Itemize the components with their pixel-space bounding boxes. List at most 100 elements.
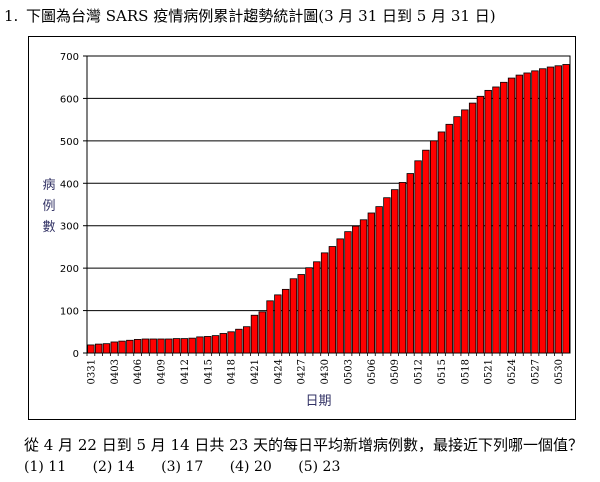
bar-0428: [305, 267, 313, 354]
bar-0506: [367, 212, 376, 354]
option-2[interactable]: (2) 14: [92, 459, 135, 475]
y-tick-label-400: 400: [60, 179, 79, 190]
chart-frame: 0 100 200 300 400 500 600 700 0331 0403 0406 0409 0…: [28, 36, 576, 420]
x-tick-label-0521: 0521: [484, 359, 495, 384]
x-tick-label-0412: 0412: [180, 359, 191, 384]
bar-0417: [219, 333, 228, 354]
bar-0518: [461, 109, 469, 354]
bar-0530: [554, 65, 563, 354]
x-tick-label-0512: 0512: [414, 359, 425, 384]
bar-0401: [94, 343, 103, 354]
bar-0516: [445, 123, 453, 354]
bar-0427: [297, 274, 305, 354]
bar-0420: [243, 326, 251, 354]
x-tick-label-0409: 0409: [157, 359, 168, 384]
option-3[interactable]: (3) 17: [161, 459, 204, 475]
x-tick-label-0403: 0403: [110, 359, 121, 384]
bar-0425: [281, 288, 290, 354]
bar-0529: [546, 66, 555, 354]
bar-0409: [157, 338, 165, 354]
bar-0410: [165, 338, 173, 354]
x-tick-label-0515: 0515: [437, 359, 448, 384]
bar-0411: [172, 338, 181, 354]
bar-0414: [196, 336, 204, 354]
question-title: 1. 下圖為台灣 SARS 疫情病例累計趨勢統計圖(3 月 31 日到 5 月 3…: [4, 5, 496, 26]
bar-0523: [500, 81, 508, 354]
bar-0422: [258, 311, 266, 354]
bar-0429: [313, 261, 321, 354]
bar-0415: [204, 336, 212, 354]
bar-0418: [227, 331, 235, 354]
y-axis-title-char-1: 例: [42, 199, 55, 214]
bar-0501: [328, 246, 337, 354]
x-tick-label-0430: 0430: [320, 359, 331, 384]
y-tick-label-0: 0: [73, 349, 79, 360]
bar-0502: [336, 238, 344, 354]
bar-0412: [180, 338, 189, 354]
bar-0507: [375, 206, 383, 354]
bar-0402: [102, 343, 111, 354]
bar-0413: [188, 337, 196, 354]
x-tick-label-0421: 0421: [250, 359, 261, 384]
bar-0503: [344, 231, 352, 354]
x-tick-label-0518: 0518: [460, 359, 471, 384]
x-tick-label-0331: 0331: [86, 359, 97, 384]
bar-0527: [531, 70, 539, 354]
bar-0416: [211, 335, 220, 354]
x-tick-label-0424: 0424: [273, 359, 284, 384]
bar-0524: [507, 77, 516, 354]
bar-0510: [398, 182, 407, 354]
x-tick-label-0530: 0530: [554, 359, 565, 384]
bar-0525: [515, 74, 524, 354]
bar-0526: [523, 72, 531, 354]
bar-0405: [126, 339, 134, 354]
y-tick-label-600: 600: [60, 94, 79, 105]
x-tick-label-0415: 0415: [203, 359, 214, 384]
bar-0521: [484, 89, 492, 354]
bar-0426: [289, 278, 298, 354]
question-prompt: 從 4 月 22 日到 5 月 14 日共 23 天的每日平均新增病例數，最接近…: [24, 436, 584, 454]
bar-0331: [87, 344, 95, 354]
bar-0407: [141, 338, 150, 354]
x-tick-label-0509: 0509: [390, 359, 401, 384]
bar-0514: [429, 140, 438, 354]
bar-0504: [352, 225, 360, 354]
bar-0528: [539, 68, 547, 354]
question-number: 1.: [4, 7, 19, 25]
bar-0508: [383, 197, 391, 354]
x-tick-label-0427: 0427: [297, 359, 308, 384]
bar-0522: [492, 86, 500, 354]
bar-0403: [110, 341, 118, 354]
bar-0406: [133, 339, 142, 354]
option-4[interactable]: (4) 20: [229, 459, 272, 475]
bar-0505: [359, 219, 368, 354]
sars-cumulative-bar-chart: 0 100 200 300 400 500 600 700 0331 0403 0406 0409 0…: [42, 52, 571, 409]
question-title-text: 下圖為台灣 SARS 疫情病例累計趨勢統計圖(3 月 31 日到 5 月 31 …: [26, 7, 496, 25]
bar-0424: [274, 294, 282, 354]
y-axis-title-char-0: 病: [42, 178, 55, 193]
bar-0513: [422, 149, 430, 354]
option-5[interactable]: (5) 23: [298, 459, 341, 475]
y-tick-label-700: 700: [60, 52, 79, 63]
y-tick-label-200: 200: [60, 264, 79, 275]
bar-0423: [266, 300, 274, 354]
bar-0531: [562, 64, 570, 354]
x-tick-label-0503: 0503: [343, 359, 354, 384]
bar-0517: [453, 116, 461, 354]
bar-0509: [391, 189, 399, 354]
y-axis-title-char-2: 數: [42, 220, 55, 235]
x-tick-label-0406: 0406: [133, 359, 144, 384]
bar-0511: [406, 173, 414, 354]
bar-0520: [476, 95, 485, 354]
x-tick-label-0524: 0524: [507, 359, 518, 384]
x-tick-label-0506: 0506: [367, 359, 378, 384]
bar-0404: [118, 340, 126, 354]
option-1[interactable]: (1) 11: [24, 459, 67, 475]
bar-0408: [149, 338, 157, 354]
bar-0419: [235, 328, 243, 354]
bar-0421: [250, 314, 259, 354]
x-axis-title: 日期: [305, 394, 331, 409]
y-tick-label-100: 100: [60, 307, 79, 318]
y-tick-label-300: 300: [60, 222, 79, 233]
bar-0430: [320, 252, 329, 354]
